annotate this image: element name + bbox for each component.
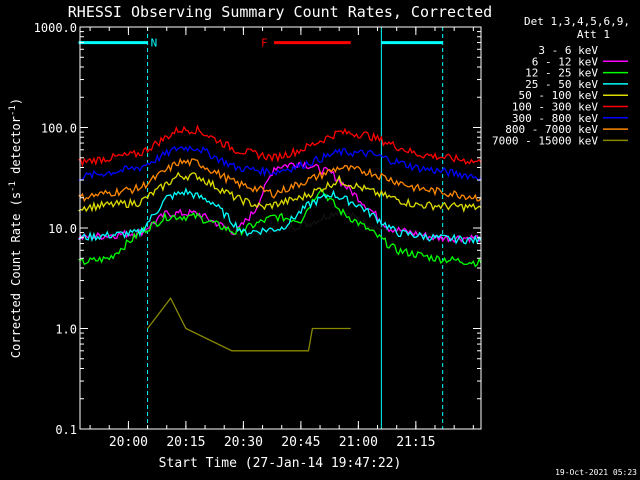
legend-label: 25 - 50 keV (525, 78, 598, 91)
timestamp: 19-Oct-2021 05:23 (555, 468, 637, 477)
legend-label: 100 - 300 keV (512, 101, 598, 114)
legend-header-line2: Att 1 (577, 28, 610, 41)
x-tick-label: 20:45 (281, 435, 320, 450)
legend-label: 300 - 800 keV (512, 112, 598, 125)
legend-label: 50 - 100 keV (519, 89, 599, 102)
series-line (78, 187, 482, 245)
x-axis-label: Start Time (27-Jan-14 19:47:22) (159, 456, 402, 471)
legend-label: 7000 - 15000 keV (492, 134, 598, 147)
y-axis-label: Corrected Count Rate (s-1 detector-1) (8, 98, 23, 358)
series-line (78, 188, 482, 268)
series-line (78, 171, 482, 213)
x-tick-label: 20:00 (109, 435, 148, 450)
legend-label: 3 - 6 keV (538, 44, 598, 57)
x-tick-label: 21:15 (396, 435, 435, 450)
legend-label: 6 - 12 keV (532, 55, 599, 68)
legend-label: 12 - 25 keV (525, 67, 598, 80)
series-line (78, 157, 482, 203)
chart-title: RHESSI Observing Summary Count Rates, Co… (68, 3, 492, 21)
series-line (78, 161, 482, 244)
y-axis-label-sup1: -1 (8, 181, 18, 192)
y-axis-label-end: ) (9, 98, 23, 105)
y-tick-label: 1000.0 (34, 21, 77, 35)
y-axis-label-sup2: -1 (8, 105, 18, 116)
series-line (147, 296, 351, 352)
x-tick-label: 21:00 (339, 435, 378, 450)
y-axis-label-mid: detector (9, 116, 23, 181)
y-tick-label: 0.1 (55, 423, 77, 437)
y-axis-label-main: Corrected Count Rate (s (9, 192, 23, 358)
flare-label: F (261, 37, 268, 50)
series-line (78, 145, 482, 182)
x-tick-label: 20:15 (166, 435, 205, 450)
y-tick-label: 10.0 (48, 222, 77, 236)
legend-header-line1: Det 1,3,4,5,6,9, (524, 15, 630, 28)
legend-label: 800 - 7000 keV (505, 123, 598, 136)
y-tick-label: 100.0 (41, 122, 77, 136)
night-label: N (151, 37, 158, 50)
axes: 1000.0 100.0 10.0 1.0 0.1 20:00 20:15 20:30 20:4… (34, 21, 481, 450)
y-tick-label: 1.0 (55, 323, 77, 337)
series-line (78, 124, 482, 168)
x-tick-label: 20:30 (224, 435, 263, 450)
